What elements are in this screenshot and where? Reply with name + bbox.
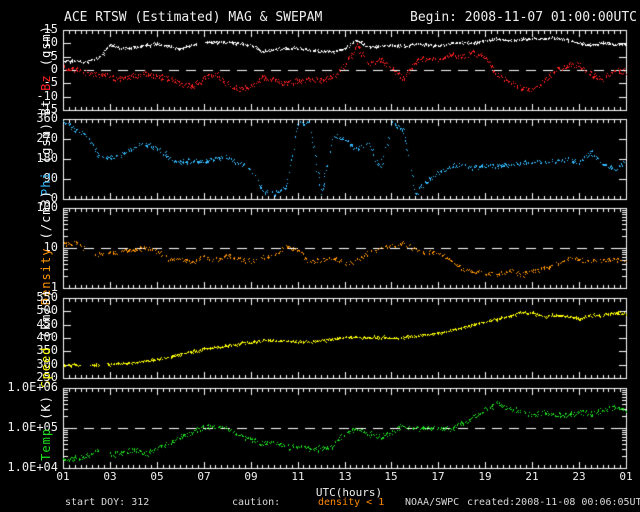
x-tick-label: 19: [478, 470, 492, 483]
start-doy-label: start DOY: 312: [65, 497, 150, 508]
x-tick-label: 03: [103, 470, 117, 483]
axis-label-part: (gsm): [39, 24, 53, 66]
caution-label: caution:: [232, 497, 281, 508]
y-tick-label: 550: [36, 290, 58, 304]
x-tick-label: 01: [619, 470, 633, 483]
panel-axis-label: Bt Bz (gsm): [31, 25, 61, 116]
y-tick-label: 1.0E+05: [7, 420, 58, 434]
x-tick-label: 23: [572, 470, 586, 483]
x-tick-label: 05: [150, 470, 164, 483]
created-timestamp: created:2008-11-08 00:06:05UTC: [467, 497, 640, 508]
axis-label-part: (K): [39, 395, 53, 420]
y-tick-label: 250: [36, 370, 58, 384]
y-tick-label: 180: [36, 151, 58, 165]
x-tick-label: 01: [56, 470, 70, 483]
axis-label-part: (km/s): [39, 288, 53, 338]
x-tick-label: 17: [431, 470, 445, 483]
y-tick-label: 0: [50, 191, 58, 205]
x-tick-label: 21: [525, 470, 539, 483]
y-tick-label: 5: [50, 49, 58, 63]
agency-label: NOAA/SWPC: [405, 497, 460, 508]
y-tick-label: -10: [36, 89, 58, 103]
y-tick-label: 350: [36, 343, 58, 357]
axis-label-part: Temp: [39, 419, 53, 461]
y-tick-label: 100: [36, 200, 58, 214]
axis-label-part: (gsm): [39, 121, 53, 164]
x-axis-title: UTC(hours): [315, 486, 383, 499]
panel-axis-label: Speed (km/s): [31, 289, 61, 388]
y-tick-label: 360: [36, 111, 58, 125]
x-tick-label: 09: [244, 470, 258, 483]
y-tick-label: -15: [36, 102, 58, 116]
y-tick-label: 500: [36, 303, 58, 317]
begin-timestamp: Begin: 2008-11-07 01:00:00UTC: [410, 10, 637, 25]
y-tick-label: 400: [36, 330, 58, 344]
x-tick-label: 11: [291, 470, 305, 483]
y-tick-label: 10: [43, 35, 58, 49]
panel-axis-label: Temp (K): [31, 388, 61, 468]
y-tick-label: 0: [50, 62, 58, 76]
y-tick-label: 15: [43, 22, 58, 36]
y-tick-label: 10: [43, 240, 58, 254]
y-tick-label: 1: [50, 280, 58, 294]
y-tick-label: 270: [36, 131, 58, 145]
y-tick-label: 450: [36, 317, 58, 331]
x-tick-label: 07: [197, 470, 211, 483]
plot-title: ACE RTSW (Estimated) MAG & SWEPAM: [64, 10, 323, 25]
x-tick-label: 13: [338, 470, 352, 483]
x-tick-label: 15: [384, 470, 398, 483]
panel-axis-label: Density (/cm3): [31, 190, 61, 305]
y-tick-label: -5: [43, 75, 58, 89]
axis-label-part: Bz: [39, 65, 53, 91]
y-tick-label: 1.0E+04: [7, 460, 58, 474]
y-tick-label: 90: [43, 171, 58, 185]
density-warning: density < 1: [318, 497, 385, 508]
axis-label-part: (/cm3): [39, 190, 53, 240]
y-tick-label: 1.0E+06: [7, 380, 58, 394]
panel-axis-label: Phi (gsm): [31, 119, 61, 199]
y-tick-label: 300: [36, 357, 58, 371]
